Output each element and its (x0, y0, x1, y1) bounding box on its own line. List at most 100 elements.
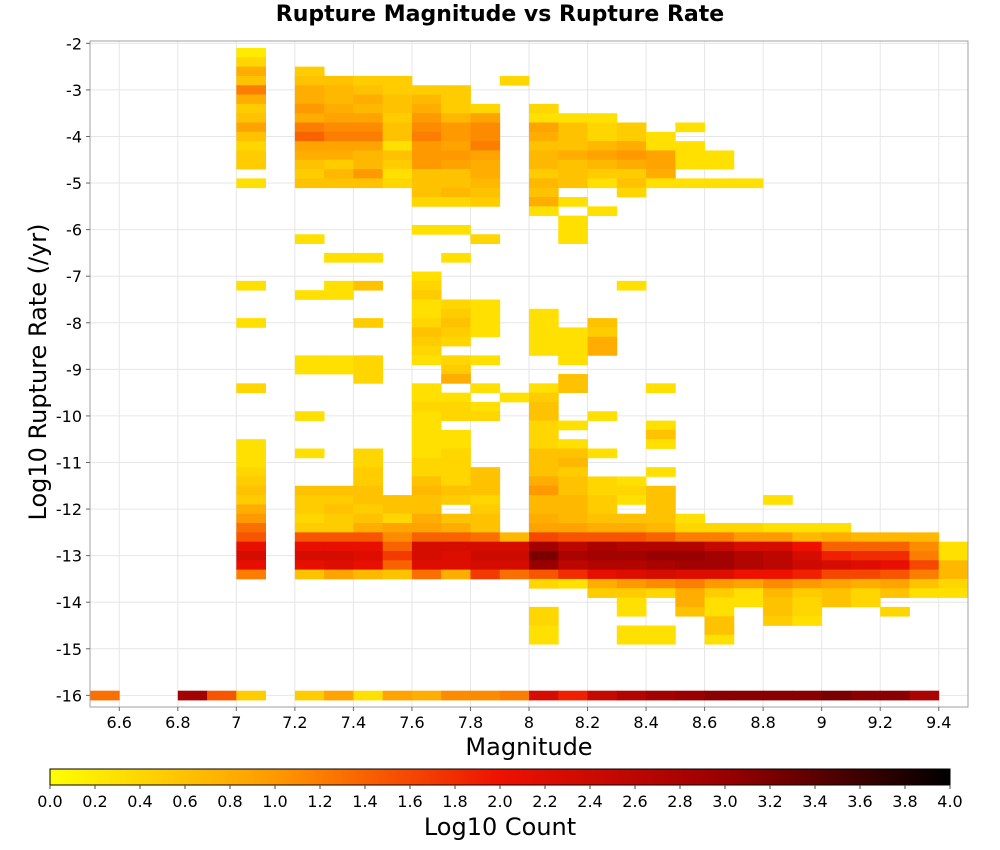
heatmap-cell (529, 429, 559, 440)
heatmap-cell (236, 495, 266, 505)
heatmap-cell (411, 150, 442, 161)
heatmap-cell (529, 476, 559, 487)
heatmap-cell (353, 457, 384, 468)
heatmap-cell (529, 318, 559, 328)
heatmap-cell (733, 569, 764, 580)
heatmap-cell (324, 141, 354, 151)
heatmap-cell (704, 178, 735, 189)
heatmap-cell (529, 541, 559, 552)
heatmap-cell (616, 634, 647, 645)
heatmap-cell (616, 513, 647, 524)
heatmap-cell (236, 103, 266, 114)
heatmap-cell (558, 215, 588, 226)
heatmap-cell (441, 374, 471, 384)
heatmap-cell (499, 550, 530, 561)
chart-title: Rupture Magnitude vs Rupture Rate (275, 2, 725, 27)
colorbar-tick-label: 3.8 (892, 792, 917, 811)
heatmap-cell (558, 569, 588, 580)
heatmap-cell (236, 550, 266, 561)
heatmap-cell (441, 541, 471, 552)
colorbar-tick-label: 3.2 (757, 792, 782, 811)
heatmap-cell (646, 569, 676, 580)
heatmap-cell (704, 523, 735, 533)
heatmap-cell (294, 485, 325, 496)
heatmap-cell (938, 588, 969, 598)
heatmap-cell (470, 485, 501, 496)
heatmap-cell (236, 560, 266, 570)
heatmap-cell (441, 94, 471, 105)
heatmap-cell (236, 159, 266, 170)
heatmap-cell (441, 513, 471, 524)
heatmap-cell (441, 113, 471, 123)
heatmap-cell (616, 569, 647, 580)
heatmap-cell (733, 541, 764, 552)
heatmap-cell (441, 448, 471, 459)
heatmap-cell (587, 346, 618, 356)
heatmap-cell (616, 495, 647, 505)
heatmap-cell (763, 560, 793, 570)
heatmap-cell (411, 290, 442, 300)
heatmap-cell (646, 625, 676, 636)
x-tick-label: 8.4 (633, 713, 658, 732)
colorbar-tick-label: 2.2 (532, 792, 557, 811)
heatmap-cell (382, 169, 413, 179)
heatmap-cell (616, 541, 647, 552)
x-tick-label: 8.6 (692, 713, 717, 732)
colorbar-tick-label: 0.6 (172, 792, 197, 811)
heatmap-cell (821, 550, 852, 561)
heatmap-cell (821, 532, 852, 543)
heatmap-cell (587, 448, 618, 459)
heatmap-cell (529, 103, 559, 114)
colorbar-tick-label: 2.4 (577, 792, 602, 811)
colorbar-tick-label: 3.0 (712, 792, 737, 811)
heatmap-cell (792, 578, 823, 589)
heatmap-cell (236, 47, 266, 58)
heatmap-cell (792, 541, 823, 552)
y-tick-label: -12 (56, 500, 82, 519)
heatmap-cell (411, 85, 442, 95)
heatmap-cell (675, 597, 705, 608)
heatmap-cell (441, 429, 471, 440)
y-tick-label: -9 (66, 360, 82, 379)
heatmap-cell (470, 327, 501, 338)
heatmap-cell (353, 504, 384, 515)
y-tick-label: -7 (66, 267, 82, 286)
y-tick-label: -14 (56, 593, 82, 612)
heatmap-cell (499, 569, 530, 580)
heatmap-cell (353, 476, 384, 487)
heatmap-cell (441, 122, 471, 133)
heatmap-cell (675, 523, 705, 533)
heatmap-cell (529, 150, 559, 161)
heatmap-cell (382, 560, 413, 570)
heatmap-cell (470, 541, 501, 552)
heatmap-cell (675, 541, 705, 552)
heatmap-cell (236, 131, 266, 142)
heatmap-cell (294, 541, 325, 552)
heatmap-cell (880, 578, 910, 589)
heatmap-cell (236, 150, 266, 161)
heatmap-cell (411, 569, 442, 580)
heatmap-cell (646, 588, 676, 598)
heatmap-cell (616, 187, 647, 198)
heatmap-cell (646, 634, 676, 645)
heatmap-cell (558, 224, 588, 235)
heatmap-cell (411, 513, 442, 524)
heatmap-cell (704, 550, 735, 561)
heatmap-cell (353, 355, 384, 366)
heatmap-cell (733, 178, 764, 189)
heatmap-cell (587, 169, 618, 179)
heatmap-cell (880, 550, 910, 561)
x-tick-label: 8 (524, 713, 534, 732)
heatmap-cell (499, 532, 530, 543)
heatmap-cell (411, 113, 442, 123)
heatmap-cell (324, 532, 354, 543)
heatmap-cell (324, 523, 354, 533)
heatmap-cell (411, 560, 442, 570)
heatmap-cell (441, 187, 471, 198)
heatmap-cell (616, 523, 647, 533)
heatmap-cell (529, 485, 559, 496)
heatmap-cell (938, 541, 969, 552)
heatmap-cell (938, 578, 969, 589)
heatmap-cell (353, 252, 384, 263)
heatmap-cell (733, 532, 764, 543)
